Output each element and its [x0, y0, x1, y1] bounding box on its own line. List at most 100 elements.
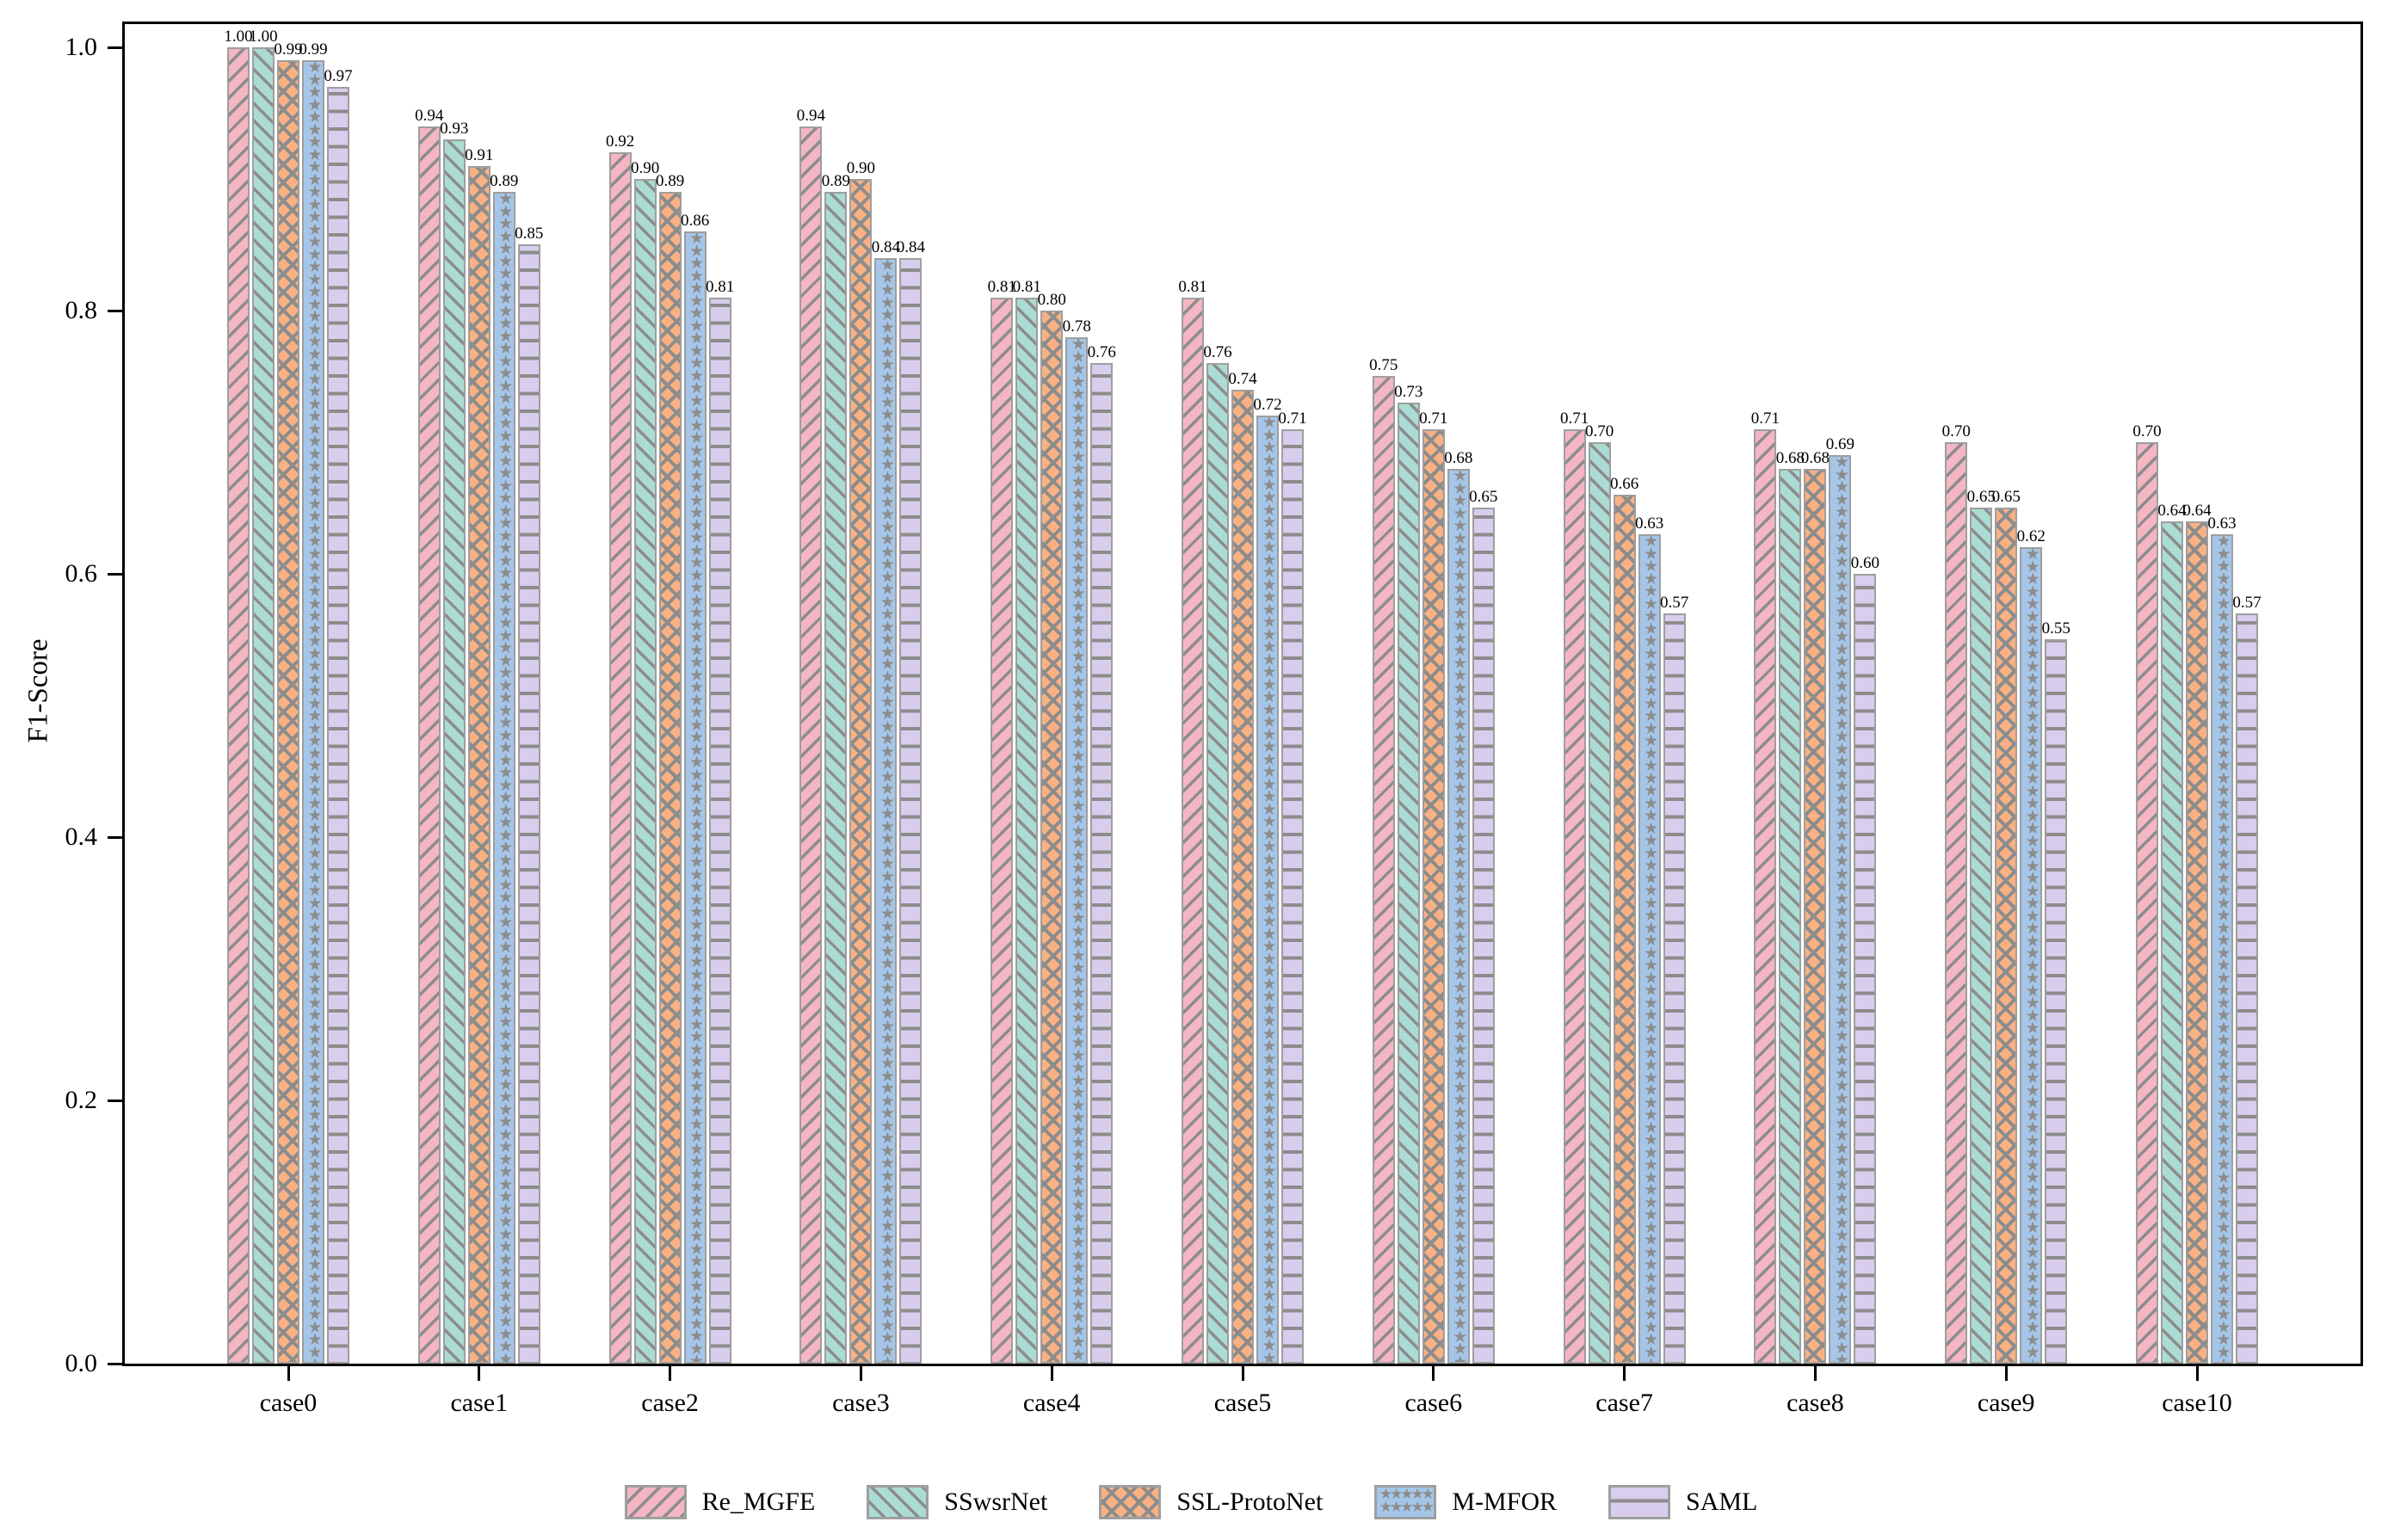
bar-group-case7: 0.71 0.70 0.66 ★★★★★★★★★★★★★★★★★★★★★★★★★★★★…	[1539, 24, 1711, 1364]
bar-Re_MGFE: 0.81	[988, 278, 1016, 1364]
bar-M-MFOR: ★★★★★★★★★★★★★★★★★★★★★★★★★★★★★★★★★★★★★★★★…	[1444, 449, 1472, 1364]
bar-Re_MGFE: 0.81	[1178, 278, 1207, 1364]
bar-value-label: 0.81	[1178, 278, 1207, 296]
bar-SAML: 0.57	[2232, 594, 2262, 1364]
bar-value-label: 0.74	[1228, 370, 1257, 388]
bar-hatch-x	[851, 181, 871, 1362]
bar-value-label: 0.65	[1469, 488, 1498, 506]
y-axis-title: F1-Score	[22, 638, 54, 743]
y-tick-label: 0.6	[65, 559, 98, 588]
bar-value-label: 0.89	[821, 172, 851, 190]
x-tick	[2195, 1366, 2199, 1381]
bar-SSL-ProtoNet: 0.80	[1038, 291, 1066, 1364]
legend-item-Re_MGFE: Re_MGFE	[624, 1485, 816, 1519]
y-tick-label: 0.2	[65, 1086, 98, 1114]
bar-value-label: 0.93	[440, 120, 469, 138]
legend-hatch-*: ★★★★★★★★★★	[1379, 1488, 1435, 1515]
bar-value-label: 0.63	[2207, 514, 2237, 533]
bar-SSL-ProtoNet: 0.74	[1228, 370, 1257, 1364]
bar-hatch-\	[2163, 523, 2181, 1362]
legend-item-SAML: SAML	[1608, 1485, 1757, 1519]
bar-hatch-/	[992, 299, 1012, 1362]
bar-group-case0: 1.00 1.00 0.99 ★★★★★★★★★★★★★★★★★★★★★★★★★★★★…	[202, 24, 374, 1364]
bar-hatch-/	[610, 154, 630, 1362]
bar-Re_MGFE: 0.92	[606, 132, 634, 1364]
bar-value-label: 0.91	[465, 146, 494, 164]
legend-hatch--	[1611, 1488, 1669, 1517]
bar-SAML: 0.76	[1088, 343, 1116, 1364]
bar-hatch--	[901, 260, 921, 1362]
bar-hatch--	[1092, 365, 1112, 1362]
bar-group-case5: 0.81 0.76 0.74 ★★★★★★★★★★★★★★★★★★★★★★★★★★★★…	[1157, 24, 1329, 1364]
legend-label: Re_MGFE	[701, 1488, 816, 1516]
legend-swatch-Re_MGFE	[624, 1485, 687, 1519]
y-tick	[108, 572, 122, 576]
bar-M-MFOR: ★★★★★★★★★★★★★★★★★★★★★★★★★★★★★★★★★★★★★★★★…	[872, 238, 900, 1364]
bar-Re_MGFE: 1.00	[224, 28, 253, 1364]
bar-hatch-\	[1972, 509, 1991, 1362]
bar-hatch-*: ★★★★★★★★★★★★★★★★★★★★★★★★★★★★★★★★★★★★★★★★…	[2216, 536, 2231, 1362]
x-tick-label: case1	[450, 1389, 509, 1417]
bar-hatch-/	[1947, 444, 1966, 1362]
bar-SAML: 0.81	[706, 278, 734, 1364]
bar-hatch-/	[229, 49, 248, 1362]
bar-value-label: 0.81	[705, 278, 735, 296]
bar-SAML: 0.60	[1851, 554, 1879, 1364]
bar-M-MFOR: ★★★★★★★★★★★★★★★★★★★★★★★★★★★★★★★★★★★★★★★★…	[1826, 435, 1854, 1364]
bar-SSwsrNet: 0.81	[1013, 278, 1041, 1364]
y-tick	[108, 309, 122, 312]
bar-value-label: 0.70	[1941, 422, 1971, 440]
bar-SAML: 0.55	[2042, 619, 2070, 1364]
bar-value-label: 0.76	[1203, 343, 1232, 361]
x-tick-label: case10	[2162, 1389, 2232, 1417]
bar-hatch-*: ★★★★★★★★★★★★★★★★★★★★★★★★★★★★★★★★★★★★★★★★…	[1262, 417, 1276, 1362]
legend-label: SSwsrNet	[944, 1488, 1048, 1516]
y-tick	[108, 835, 122, 839]
bar-SSL-ProtoNet: 0.66	[1610, 475, 1638, 1364]
bar-group-case3: 0.94 0.89 0.90 ★★★★★★★★★★★★★★★★★★★★★★★★★★★★…	[774, 24, 947, 1364]
bar-hatch--	[1855, 576, 1875, 1362]
bar-hatch-*: ★★★★★★★★★★★★★★★★★★★★★★★★★★★★★★★★★★★★★★★★…	[2025, 549, 2040, 1362]
bar-value-label: 0.71	[1559, 410, 1589, 428]
bar-hatch-*: ★★★★★★★★★★★★★★★★★★★★★★★★★★★★★★★★★★★★★★★★…	[1071, 339, 1086, 1362]
legend-hatch-x	[1102, 1488, 1159, 1517]
bar-value-label: 0.86	[680, 212, 710, 230]
x-tick	[478, 1366, 481, 1381]
bar-value-label: 0.80	[1037, 291, 1066, 309]
bar-Re_MGFE: 0.75	[1369, 356, 1398, 1364]
bar-value-label: 0.90	[630, 159, 660, 177]
legend-label: M-MFOR	[1452, 1488, 1558, 1516]
bar-M-MFOR: ★★★★★★★★★★★★★★★★★★★★★★★★★★★★★★★★★★★★★★★★…	[299, 40, 328, 1364]
bar-group-case1: 0.94 0.93 0.91 ★★★★★★★★★★★★★★★★★★★★★★★★★★★★…	[393, 24, 565, 1364]
bar-value-label: 0.69	[1825, 435, 1855, 453]
bar-Re_MGFE: 0.70	[2132, 422, 2162, 1364]
bar-SSL-ProtoNet: 0.90	[847, 159, 875, 1364]
bar-hatch-\	[254, 49, 273, 1362]
bar-hatch-/	[419, 128, 439, 1362]
bar-hatch-*: ★★★★★★★★★★★★★★★★★★★★★★★★★★★★★★★★★★★★★★★★…	[689, 233, 704, 1362]
bar-SSwsrNet: 0.89	[822, 172, 850, 1364]
bar-M-MFOR: ★★★★★★★★★★★★★★★★★★★★★★★★★★★★★★★★★★★★★★★★…	[681, 212, 709, 1364]
bar-SSwsrNet: 0.70	[1585, 422, 1614, 1364]
bar-value-label: 0.78	[1062, 317, 1091, 336]
bar-hatch--	[329, 89, 348, 1362]
bar-hatch-\	[635, 181, 655, 1362]
bar-SSwsrNet: 0.68	[1776, 449, 1805, 1364]
bar-SSL-ProtoNet: 0.91	[465, 146, 493, 1364]
legend-swatch-SSL-ProtoNet	[1099, 1485, 1162, 1519]
bar-hatch-x	[1614, 496, 1634, 1362]
x-tick-label: case2	[641, 1389, 699, 1417]
bar-SAML: 0.97	[324, 67, 353, 1364]
bar-value-label: 0.68	[1800, 449, 1830, 467]
bar-hatch--	[519, 246, 539, 1362]
bar-group-case9: 0.70 0.65 0.65 ★★★★★★★★★★★★★★★★★★★★★★★★★★★★…	[1920, 24, 2092, 1364]
bar-hatch-\	[1208, 365, 1227, 1362]
bar-SSwsrNet: 0.76	[1203, 343, 1232, 1364]
bar-Re_MGFE: 0.71	[1560, 410, 1589, 1364]
bar-hatch-/	[1183, 299, 1202, 1362]
bar-SSwsrNet: 0.73	[1394, 383, 1422, 1364]
bar-hatch-*: ★★★★★★★★★★★★★★★★★★★★★★★★★★★★★★★★★★★★★★★★…	[1644, 536, 1658, 1362]
bar-SAML: 0.57	[1660, 594, 1688, 1364]
bar-hatch-/	[1373, 378, 1393, 1362]
bar-value-label: 0.94	[796, 107, 826, 125]
